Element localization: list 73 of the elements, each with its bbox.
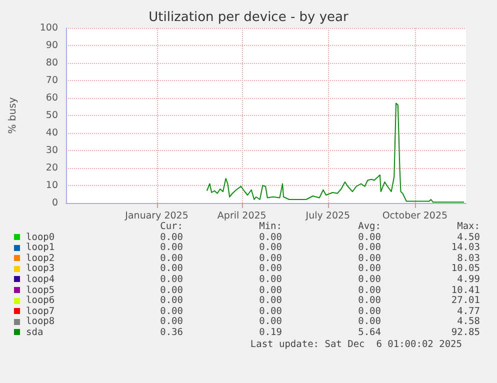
text: 92.85 xyxy=(450,326,481,339)
text: 0.00 xyxy=(357,306,382,317)
y-tick-label: 100 xyxy=(40,22,58,34)
chart-title: Utilization per device - by year xyxy=(148,10,350,25)
text: 14.03 xyxy=(450,242,481,254)
text: 4.58 xyxy=(456,316,481,328)
text: 8.03 xyxy=(456,252,481,264)
text: 5.64 xyxy=(357,326,382,339)
y-tick-label: 90 xyxy=(46,40,58,51)
y-tick-label: 50 xyxy=(46,110,58,121)
text: 0.00 xyxy=(159,284,184,296)
text: 4.77 xyxy=(456,306,481,317)
text: Avg: xyxy=(357,221,382,233)
text: 0.00 xyxy=(357,242,382,254)
text: 10.05 xyxy=(450,263,481,275)
text: 0.00 xyxy=(159,274,184,286)
text: 0.00 xyxy=(258,316,283,328)
text: 0.00 xyxy=(357,263,382,275)
text: Max: xyxy=(456,221,481,233)
text: 4.50 xyxy=(456,232,481,243)
text: Cur: xyxy=(159,221,184,233)
x-tick-label: October 2025 xyxy=(382,210,448,222)
text: 0.00 xyxy=(159,232,184,243)
x-tick-label: January 2025 xyxy=(124,210,188,222)
text: 0.00 xyxy=(258,295,283,307)
text: 27.01 xyxy=(450,295,481,307)
legend-label: loop2 xyxy=(25,252,56,264)
legend-label: loop1 xyxy=(25,242,56,254)
text: 0.00 xyxy=(258,252,283,264)
text: 10.41 xyxy=(450,284,481,296)
y-tick-label: 70 xyxy=(46,75,58,86)
legend-label: loop8 xyxy=(25,316,56,328)
text: 0.00 xyxy=(159,242,184,254)
legend-label: loop5 xyxy=(25,284,56,296)
y-tick-label: 80 xyxy=(46,58,58,68)
x-tick-label: April 2025 xyxy=(217,210,266,222)
text: 4.99 xyxy=(456,274,481,286)
y-tick-label: 30 xyxy=(46,145,58,156)
text: 0.00 xyxy=(258,232,283,243)
text: 0.00 xyxy=(258,263,283,275)
text: 0.00 xyxy=(357,316,382,328)
text: 0.00 xyxy=(159,306,184,317)
y-tick-label: 10 xyxy=(46,180,58,191)
text: 0.00 xyxy=(159,295,184,307)
y-tick-label: 40 xyxy=(46,128,58,138)
text: 0.00 xyxy=(159,316,184,328)
legend-label: loop3 xyxy=(25,263,56,274)
text: 0.00 xyxy=(357,295,382,307)
text: 0.00 xyxy=(258,274,283,286)
y-tick-label: 60 xyxy=(46,92,58,104)
text: 0.00 xyxy=(258,284,283,296)
legend-label: loop0 xyxy=(25,232,56,243)
text: 0.00 xyxy=(258,242,283,254)
text: 0.00 xyxy=(357,274,382,286)
y-tick-label: 0 xyxy=(52,198,58,208)
text: 0.00 xyxy=(258,306,283,317)
text: 0.00 xyxy=(159,252,184,264)
text: 0.00 xyxy=(159,263,184,275)
line-series xyxy=(206,102,465,203)
text: Last update: Sat Dec 6 01:00:02 2025 xyxy=(249,338,462,350)
text: 0.00 xyxy=(357,252,382,264)
legend-label: loop6 xyxy=(25,295,56,306)
text: Min: xyxy=(258,221,283,233)
text: 0.00 xyxy=(357,232,382,243)
y-tick-label: 20 xyxy=(46,162,58,174)
legend-label: sda xyxy=(25,326,44,339)
y-axis-title: % busy xyxy=(8,97,18,134)
text: 0.19 xyxy=(258,326,283,339)
legend-label: loop7 xyxy=(25,306,56,317)
text: 0.36 xyxy=(159,326,184,339)
text: 0.00 xyxy=(357,284,382,296)
x-tick-label: July 2025 xyxy=(304,210,350,222)
legend-label: loop4 xyxy=(25,274,56,286)
